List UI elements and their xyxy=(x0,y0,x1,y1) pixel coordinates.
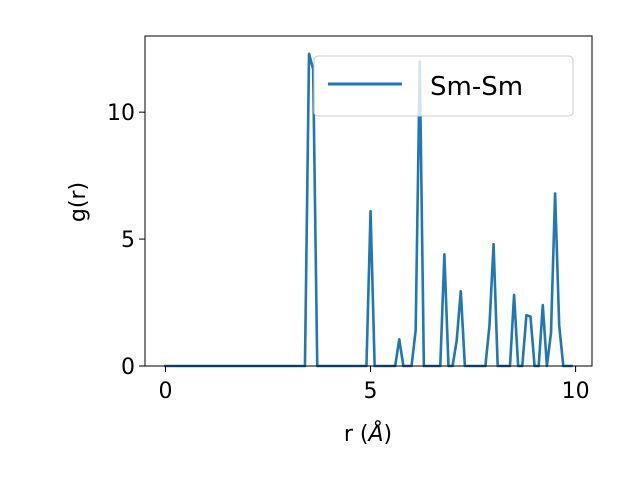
legend-frame xyxy=(313,55,574,117)
x-axis-label-unit: Å xyxy=(366,420,383,447)
x-axis-label-main: r ( xyxy=(344,422,369,447)
axes-frame xyxy=(144,35,593,367)
y-tick-label-1: 5 xyxy=(121,228,135,253)
axis-ticks: 0 5 10 0 5 10 xyxy=(107,101,590,404)
y-axis-label: g(r) xyxy=(66,182,91,222)
legend-label-sm-sm: Sm-Sm xyxy=(430,72,523,102)
x-axis-label-close: ) xyxy=(384,422,393,447)
x-tick-label-1: 5 xyxy=(364,379,378,404)
x-axis-label: r (Å) xyxy=(344,420,392,447)
y-tick-label-0: 0 xyxy=(121,355,135,380)
y-tick-label-2: 10 xyxy=(107,101,135,126)
legend: Sm-Sm xyxy=(313,55,574,117)
plot-area xyxy=(144,35,593,368)
x-tick-label-0: 0 xyxy=(159,379,173,404)
x-tick-label-2: 10 xyxy=(562,379,590,404)
